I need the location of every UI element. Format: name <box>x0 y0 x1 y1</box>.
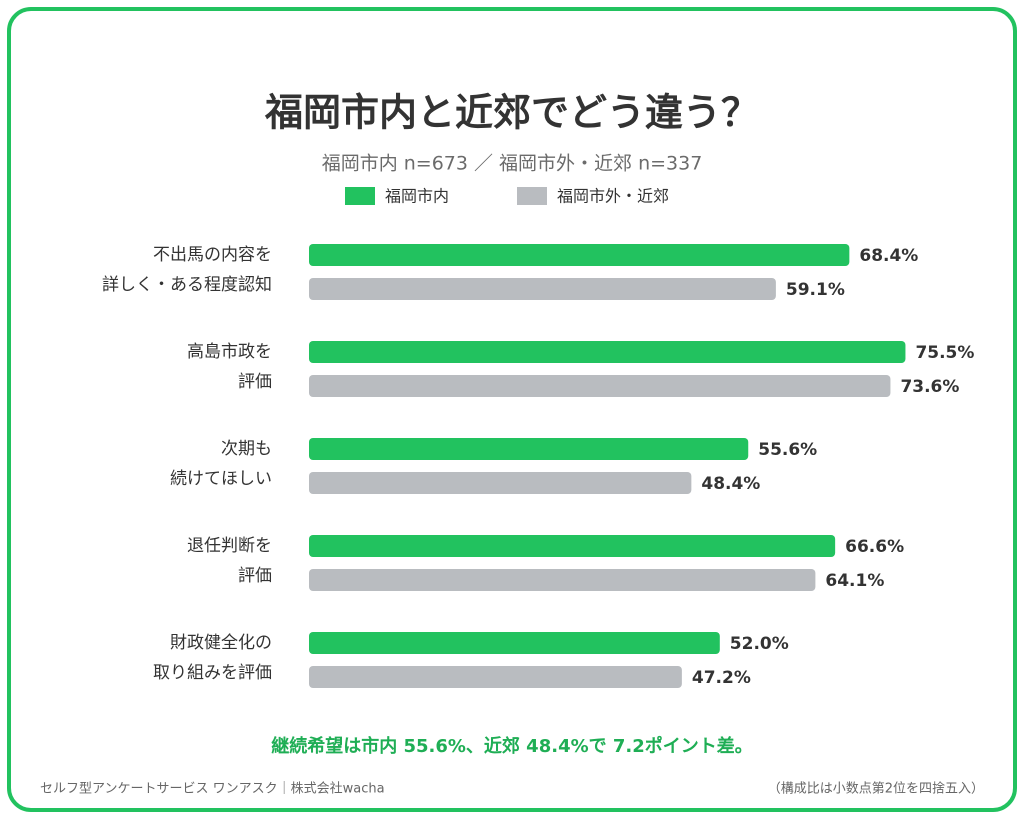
bar <box>309 472 692 494</box>
category-label: 評価 <box>238 372 272 392</box>
legend-label: 福岡市外・近郊 <box>557 187 669 206</box>
category-label: 高島市政を <box>187 342 272 362</box>
category-label: 財政健全化の <box>170 633 272 653</box>
frame <box>7 7 1017 812</box>
bar <box>309 341 906 363</box>
chart-title: 福岡市内と近郊でどう違う？ <box>264 91 759 135</box>
category-label: 続けてほしい <box>170 469 272 489</box>
bar <box>309 278 776 300</box>
category-label: 次期も <box>221 439 272 459</box>
chart-subtitle: 福岡市内 n=673 ／ 福岡市外・近郊 n=337 <box>322 153 703 175</box>
value-label: 66.6% <box>845 537 904 557</box>
value-label: 68.4% <box>859 246 918 266</box>
footer-right: （構成比は小数点第2位を四捨五入） <box>768 781 984 797</box>
bar <box>309 438 749 460</box>
category-label: 詳しく・ある程度認知 <box>102 275 272 295</box>
bar <box>309 535 836 557</box>
value-label: 64.1% <box>825 571 884 591</box>
bar <box>309 375 891 397</box>
bar <box>309 244 850 266</box>
bar <box>309 666 682 688</box>
category-label: 評価 <box>238 566 272 586</box>
category-label: 取り組みを評価 <box>153 663 272 683</box>
bar <box>309 569 816 591</box>
legend-swatch <box>517 187 547 205</box>
value-label: 52.0% <box>730 634 789 654</box>
legend-swatch <box>345 187 375 205</box>
category-label: 不出馬の内容を <box>153 245 272 265</box>
value-label: 73.6% <box>900 377 959 397</box>
value-label: 59.1% <box>786 280 845 300</box>
category-label: 退任判断を <box>187 536 272 556</box>
annotation: 継続希望は市内 55.6%、近郊 48.4%で 7.2ポイント差。 <box>271 735 753 757</box>
bar <box>309 632 720 654</box>
value-label: 75.5% <box>915 343 974 363</box>
footer-left: セルフ型アンケートサービス ワンアスク｜株式会社wacha <box>40 781 385 797</box>
value-label: 55.6% <box>758 440 817 460</box>
value-label: 48.4% <box>701 474 760 494</box>
value-label: 47.2% <box>692 668 751 688</box>
legend-label: 福岡市内 <box>385 187 449 206</box>
